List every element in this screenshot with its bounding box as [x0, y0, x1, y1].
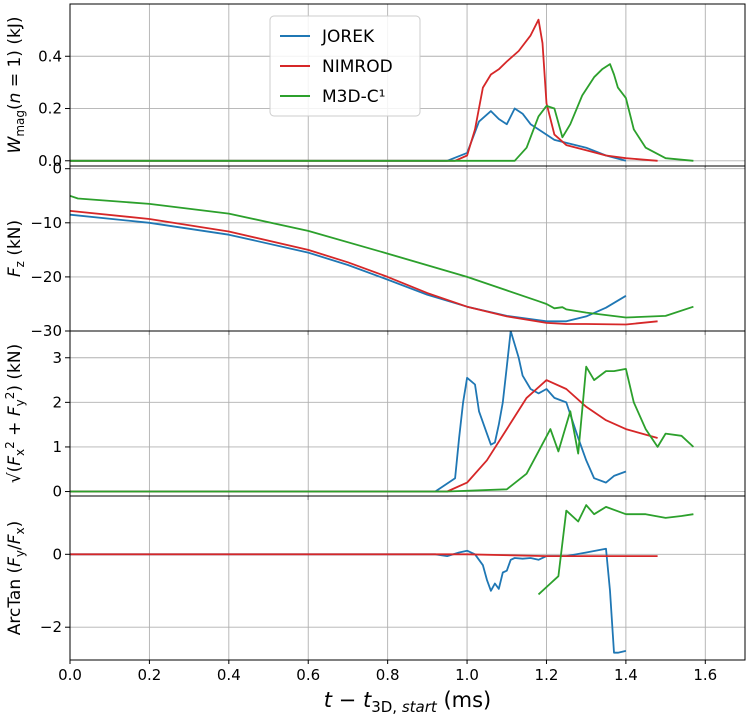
y-tick-label: 0.2: [38, 100, 62, 118]
series-line-m3d-c-: [70, 63, 694, 162]
panel-3: 0 1 2 3 √(Fx2 + Fy2) (kN): [3, 330, 746, 501]
series-group: [70, 194, 694, 326]
y-axis-label: √(Fx2 + Fy2) (kN): [3, 344, 27, 483]
legend-label: M3D-C¹: [322, 87, 385, 107]
x-tick-label: 1.0: [455, 666, 479, 684]
y-tick-label: −10: [30, 214, 62, 232]
plot-frame: [69, 165, 746, 332]
y-tick-label: 0: [52, 483, 62, 501]
plot-frame: [69, 495, 746, 661]
series-line-jorek: [70, 213, 627, 323]
y-tick-label: 0: [52, 160, 62, 178]
x-tick-label: 0.8: [376, 666, 400, 684]
series-group: [70, 331, 695, 493]
panel-2: 0 −10 −20 −30 Fz (kN): [5, 160, 746, 340]
series-group: [70, 18, 694, 162]
y-tick-label: 0.0: [38, 152, 62, 170]
y-tick-label: 1: [52, 438, 62, 456]
y-tick-label: −20: [30, 268, 62, 286]
x-tick-label: 0.6: [296, 666, 320, 684]
legend-label: NIMROD: [322, 57, 393, 77]
panel-1: 0.0 0.2 0.4 Wmag(n = 1) (kJ) JOREK NIMROD M3D-…: [5, 3, 746, 170]
x-tick-label: 0.4: [217, 666, 241, 684]
series-line-nimrod: [70, 210, 658, 326]
series-line-m3d-c-: [70, 365, 695, 493]
y-tick-label: 0: [52, 545, 62, 563]
series-line-m3d-c-: [70, 194, 694, 319]
x-axis-label: t − t3D, start (ms): [324, 688, 491, 716]
x-tick-label: 1.6: [693, 666, 717, 684]
x-tick-label: 1.2: [535, 666, 559, 684]
y-axis-label: Fz (kN): [5, 220, 27, 277]
y-tick-label: −30: [30, 322, 62, 340]
legend-box: [269, 15, 421, 117]
series-line-nimrod: [70, 18, 658, 162]
series-line-jorek: [70, 547, 627, 654]
series-line-m3d-c-: [537, 504, 694, 596]
series-group: [70, 504, 694, 654]
y-tick-label: 2: [52, 393, 62, 411]
legend: JOREK NIMROD M3D-C¹: [269, 15, 421, 117]
y-axis-label: Wmag(n = 1) (kJ): [5, 17, 27, 154]
y-axis-label: ArcTan (Fy/Fx): [5, 521, 27, 636]
series-line-jorek: [70, 331, 627, 493]
y-tick-label: −2: [40, 618, 62, 636]
panel-4: 0 −2 ArcTan (Fy/Fx) 0.0 0.2 0.4 0.6 0.8 1.0 1.2 1.…: [5, 495, 746, 716]
x-tick-label: 0.2: [137, 666, 161, 684]
series-line-nimrod: [70, 379, 658, 493]
x-tick-label: 0.0: [58, 666, 82, 684]
y-tick-label: 0.4: [38, 47, 62, 65]
plot-frame: [69, 330, 746, 497]
x-tick-label: 1.4: [614, 666, 638, 684]
legend-label: JOREK: [321, 27, 375, 47]
y-tick-label: 3: [52, 349, 62, 367]
series-line-nimrod: [70, 553, 658, 557]
